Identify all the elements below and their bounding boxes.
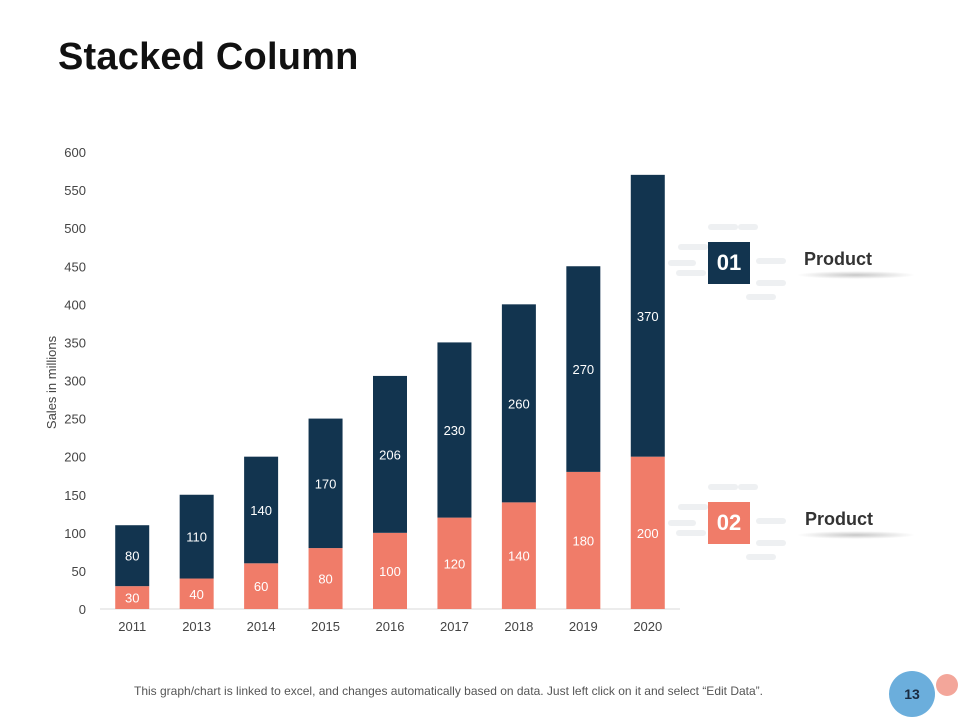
data-label: 140 <box>250 503 272 518</box>
data-label: 206 <box>379 447 401 462</box>
legend-shadow-01 <box>796 271 916 279</box>
data-label: 200 <box>637 526 659 541</box>
y-tick-label: 0 <box>79 602 86 617</box>
data-label: 80 <box>125 549 139 564</box>
bar-product-02 <box>630 456 665 609</box>
data-label: 100 <box>379 564 401 579</box>
legend-decoration-02 <box>668 484 786 560</box>
y-tick-label: 450 <box>64 259 86 274</box>
x-tick-label: 2017 <box>440 619 469 634</box>
legend-label-01: Product <box>804 249 873 269</box>
data-label: 80 <box>318 572 332 587</box>
bar-product-01 <box>244 456 279 564</box>
legend-shadow-02 <box>796 531 916 539</box>
y-tick-label: 50 <box>72 564 86 579</box>
legend-badge-02: 02 <box>708 502 750 544</box>
data-label: 30 <box>125 591 139 606</box>
x-tick-label: 2020 <box>633 619 662 634</box>
y-tick-label: 100 <box>64 526 86 541</box>
y-tick-label: 550 <box>64 183 86 198</box>
bar-product-01 <box>373 375 407 533</box>
bar-product-01 <box>501 304 536 503</box>
page-decor-dot <box>936 674 958 696</box>
bar-product-02 <box>566 471 601 609</box>
page-number-badge: 13 <box>889 671 935 717</box>
bar-product-02 <box>244 563 279 609</box>
x-tick-label: 2019 <box>569 619 598 634</box>
bar-product-01 <box>630 174 665 457</box>
y-tick-label: 150 <box>64 488 86 503</box>
bar-product-01 <box>308 418 343 549</box>
legend-decoration-01 <box>668 224 786 300</box>
bar-product-01 <box>179 494 214 579</box>
data-label: 180 <box>572 533 594 548</box>
bar-product-02 <box>308 548 343 609</box>
data-label: 170 <box>315 476 337 491</box>
data-label: 260 <box>508 396 530 411</box>
bar-product-01 <box>437 342 472 518</box>
y-tick-label: 250 <box>64 412 86 427</box>
x-tick-label: 2016 <box>376 619 405 634</box>
y-tick-label: 600 <box>64 145 86 160</box>
bar-product-02 <box>179 578 214 609</box>
y-tick-label: 400 <box>64 297 86 312</box>
bar-product-02 <box>437 517 472 609</box>
y-tick-label: 300 <box>64 374 86 389</box>
y-axis-label: Sales in millions <box>44 335 59 429</box>
x-tick-label: 2013 <box>182 619 211 634</box>
bar-product-01 <box>566 266 601 472</box>
y-tick-label: 200 <box>64 450 86 465</box>
data-label: 120 <box>444 556 466 571</box>
legend-badge-01: 01 <box>708 242 750 284</box>
x-tick-label: 2014 <box>247 619 276 634</box>
bar-product-02 <box>373 532 407 609</box>
data-label: 370 <box>637 309 659 324</box>
x-tick-label: 2015 <box>311 619 340 634</box>
x-tick-label: 2011 <box>118 619 146 634</box>
legend-label-02: Product <box>805 509 874 529</box>
page-title: Stacked Column <box>58 36 359 78</box>
data-label: 230 <box>444 423 466 438</box>
footer-note: This graph/chart is linked to excel, and… <box>134 684 763 698</box>
data-label: 140 <box>508 549 530 564</box>
data-label: 60 <box>254 579 268 594</box>
bar-product-02 <box>501 502 536 609</box>
y-tick-label: 350 <box>64 335 86 350</box>
data-label: 270 <box>572 362 594 377</box>
data-label: 40 <box>189 587 203 602</box>
x-tick-label: 2018 <box>504 619 533 634</box>
bar-product-01 <box>115 525 150 587</box>
data-label: 110 <box>186 530 207 545</box>
y-tick-label: 500 <box>64 221 86 236</box>
bar-product-02 <box>115 586 150 609</box>
